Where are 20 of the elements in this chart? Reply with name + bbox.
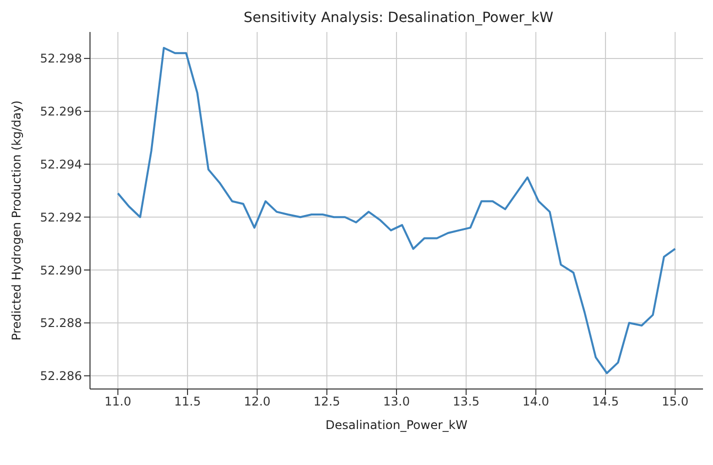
x-tick-label: 15.0 bbox=[662, 394, 688, 409]
line-series bbox=[116, 46, 676, 374]
y-tick-label: 52.294 bbox=[40, 157, 82, 172]
x-tick-label: 12.0 bbox=[244, 394, 271, 409]
y-tick-label: 52.290 bbox=[40, 263, 82, 278]
x-tick-label: 14.0 bbox=[522, 394, 550, 409]
y-tick-label: 52.298 bbox=[40, 52, 82, 66]
y-tick-label: 52.292 bbox=[40, 210, 82, 224]
x-tick-label: 12.5 bbox=[313, 394, 340, 409]
x-tick-label: 11.0 bbox=[104, 394, 132, 409]
x-tick-label: 13.0 bbox=[383, 394, 410, 409]
chart-title: Sensitivity Analysis: Desalination_Power_kW bbox=[242, 10, 554, 26]
y-axis-title: Predicted Hydrogen Production (kg/day) bbox=[9, 100, 24, 340]
x-tick-label: 11.5 bbox=[174, 394, 201, 409]
x-tick-label: 14.5 bbox=[592, 394, 619, 409]
y-tick-label: 52.296 bbox=[40, 104, 82, 119]
x-axis-title: Desalination_Power_kW bbox=[326, 418, 468, 432]
y-tick-label: 52.288 bbox=[40, 316, 82, 330]
x-tick-label: 13.5 bbox=[452, 394, 480, 409]
y-tick-label: 52.286 bbox=[40, 369, 82, 384]
